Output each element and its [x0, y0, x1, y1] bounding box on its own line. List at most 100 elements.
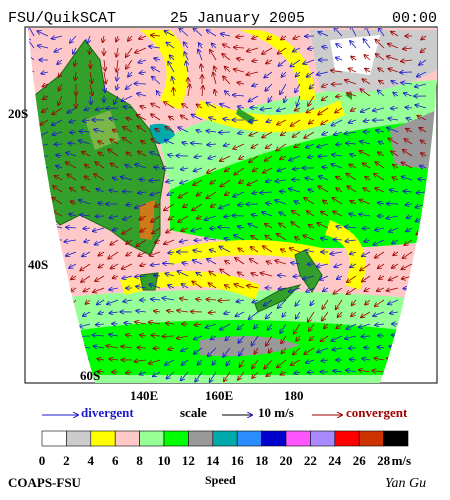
wind-arrow [109, 118, 119, 120]
wind-arrow [210, 371, 217, 382]
wind-arrow [344, 132, 357, 134]
wind-arrow [123, 107, 133, 108]
wind-arrow [262, 47, 273, 54]
wind-arrow [96, 324, 105, 325]
wind-arrow [162, 298, 175, 300]
wind-arrow [239, 156, 245, 159]
wind-arrow [66, 162, 77, 169]
wind-arrow [333, 371, 343, 372]
wind-arrow [167, 311, 175, 312]
wind-arrow [268, 95, 272, 102]
wind-arrow [116, 59, 118, 72]
title: FSU/QuikSCAT [8, 10, 116, 27]
wind-arrow [224, 144, 231, 146]
wind-arrow [359, 214, 371, 216]
wind-arrow [234, 167, 245, 175]
wind-arrow [182, 284, 189, 289]
wind-arrow [170, 55, 175, 61]
wind-arrow [249, 120, 259, 122]
wind-arrow [304, 347, 315, 354]
wind-arrow [391, 108, 399, 109]
wind-arrow [234, 235, 245, 241]
wind-arrow [295, 237, 301, 240]
wind-arrow [81, 187, 91, 193]
wind-arrow [234, 284, 245, 289]
wind-arrow [419, 59, 427, 65]
wind-arrow [42, 84, 49, 87]
wind-arrow [361, 336, 371, 337]
wind-arrow [109, 216, 119, 218]
wind-arrow [67, 174, 77, 181]
wind-arrow [96, 189, 105, 192]
wind-arrow [269, 347, 272, 353]
wind-arrow [304, 131, 315, 138]
wind-arrow [141, 141, 147, 144]
wind-arrow [276, 143, 287, 151]
wind-arrow [238, 335, 245, 343]
wind-arrow [373, 239, 385, 245]
wind-arrow [294, 144, 301, 147]
wind-arrow [87, 35, 90, 43]
wind-arrow [53, 186, 63, 193]
wind-arrow [183, 204, 189, 207]
wind-arrow [196, 273, 203, 276]
wind-arrow [92, 335, 105, 336]
wind-arrow [266, 180, 273, 182]
wind-arrow [350, 264, 357, 267]
wind-arrow [154, 167, 161, 168]
wind-arrow [181, 168, 189, 170]
wind-arrow [75, 71, 76, 80]
wind-arrow [352, 299, 357, 305]
colorbar-unit: m/s [392, 453, 412, 468]
wind-arrow [214, 90, 216, 97]
wind-arrow [164, 102, 175, 109]
wind-arrow [421, 153, 427, 156]
wind-arrow [151, 139, 161, 145]
wind-arrow [306, 71, 315, 77]
wind-arrow [346, 370, 357, 372]
wind-arrow [168, 155, 175, 156]
wind-arrow [177, 271, 189, 277]
wind-arrow [374, 174, 385, 181]
colorbar-label: 20 [280, 453, 293, 468]
wind-arrow [95, 162, 105, 169]
wind-arrow [218, 227, 231, 228]
wind-arrow [317, 347, 329, 352]
wind-arrow [194, 347, 203, 354]
wind-arrow [293, 168, 301, 169]
wind-arrow [152, 77, 161, 85]
colorbar-swatch [285, 430, 311, 447]
wind-arrow [351, 108, 357, 111]
wind-arrow [180, 298, 189, 300]
wind-arrow [349, 120, 357, 123]
wind-arrow [106, 346, 119, 348]
wind-arrow [391, 31, 399, 37]
wind-arrow [126, 59, 133, 69]
speed-zone [240, 30, 315, 100]
wind-arrow [404, 93, 413, 96]
wind-arrow [252, 215, 259, 216]
wind-arrow [165, 127, 175, 133]
colorbar-swatch [334, 430, 360, 447]
wind-arrow [151, 104, 161, 109]
wind-arrow [347, 287, 357, 294]
wind-arrow [206, 299, 217, 300]
wind-arrow [401, 162, 413, 169]
wind-arrow [322, 84, 329, 87]
wind-arrow [90, 83, 92, 95]
wind-arrow [56, 155, 63, 156]
wind-arrow [224, 312, 231, 314]
wind-arrow [359, 370, 371, 372]
colorbar-title: Speed [205, 473, 236, 487]
wind-arrow [126, 204, 133, 205]
wind-arrow [254, 347, 258, 354]
wind-arrow [378, 90, 385, 97]
wind-arrow [184, 42, 189, 49]
colorbar-label: 26 [353, 453, 367, 468]
wind-arrow [93, 227, 105, 231]
wind-arrow [192, 281, 203, 289]
wind-arrow [267, 36, 273, 40]
wind-arrow [233, 95, 245, 96]
wind-arrow [205, 238, 217, 240]
wind-arrow [375, 228, 385, 230]
